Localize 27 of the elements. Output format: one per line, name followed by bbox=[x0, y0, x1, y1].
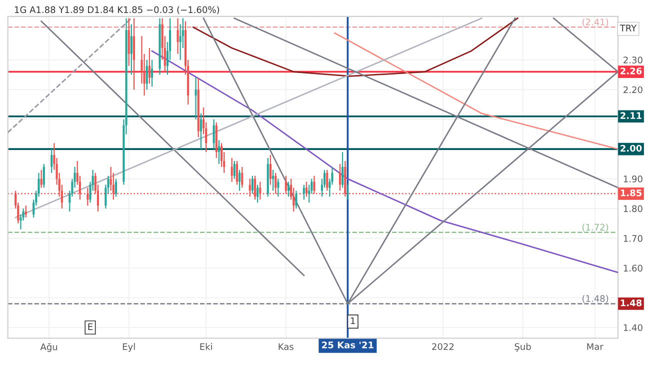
x-tick-label: Eyl bbox=[122, 343, 135, 352]
ref-line-label: (1.72) bbox=[582, 224, 608, 232]
ref-line-label: 1.85 bbox=[620, 189, 642, 196]
ref-line-label: 2.11 bbox=[620, 112, 642, 119]
text: TRY bbox=[620, 24, 637, 32]
annotation: E bbox=[88, 323, 93, 330]
ref-line-label: (1.48) bbox=[582, 294, 608, 304]
y-tick-label: 2.20 bbox=[624, 86, 642, 94]
y-tick-label: 1.40 bbox=[624, 324, 642, 332]
y-tick-label: 1.90 bbox=[624, 176, 642, 182]
annotation: 1.48 bbox=[620, 299, 642, 306]
ref-line-label: (2.41) bbox=[582, 18, 608, 26]
ref-line-label: 25 Kas '21 bbox=[322, 342, 374, 348]
y-tick-label: 1.60 bbox=[624, 264, 642, 272]
ref-line-label: 2.00 bbox=[620, 144, 642, 152]
x-tick-label: 2022 bbox=[432, 343, 454, 350]
x-tick-label: Kas bbox=[278, 343, 294, 350]
x-tick-label: Mar bbox=[587, 343, 604, 350]
y-tick-label: 1.70 bbox=[624, 235, 642, 242]
y-tick-label: 2.30 bbox=[624, 56, 642, 64]
x-tick-label: Eki bbox=[200, 343, 212, 350]
annotation: 1 bbox=[350, 317, 355, 324]
y-tick-label: 1.80 bbox=[624, 205, 642, 212]
x-tick-label: Şub bbox=[514, 343, 531, 352]
chart-title: 1G A1.88 Y1.89 D1.84 K1.85 −0.03 (−1.60%) bbox=[14, 6, 220, 14]
ref-line-label: 2.26 bbox=[620, 68, 642, 74]
x-tick-label: Ağu bbox=[40, 343, 58, 352]
